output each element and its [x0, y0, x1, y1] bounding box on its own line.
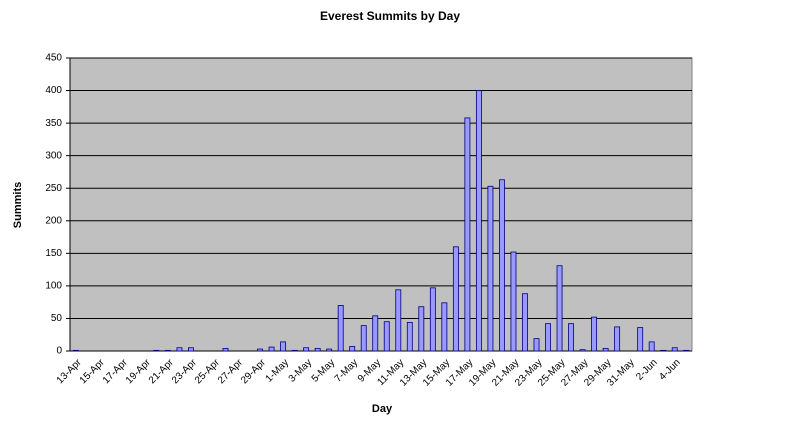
bar	[499, 179, 505, 352]
y-tick-label: 450	[45, 53, 62, 64]
bar	[72, 349, 79, 352]
bar	[372, 315, 379, 352]
bar	[510, 251, 517, 352]
y-tick-label: 100	[45, 281, 62, 292]
bar	[556, 265, 563, 352]
bar	[383, 321, 390, 352]
x-axis-title: Day	[372, 403, 393, 415]
bar	[602, 347, 609, 352]
bar	[337, 305, 344, 352]
bar	[441, 302, 448, 352]
bar	[637, 327, 644, 352]
x-tick-label: 1-May	[264, 357, 291, 384]
bar	[418, 306, 425, 352]
bar	[591, 316, 598, 352]
y-tick-label: 300	[45, 150, 62, 161]
plot-area	[69, 57, 693, 352]
y-tick-label: 400	[45, 85, 62, 96]
bar	[533, 338, 540, 352]
y-tick-label: 350	[45, 118, 62, 129]
y-tick-label: 50	[51, 313, 63, 324]
bar	[579, 349, 586, 352]
bar	[291, 349, 298, 352]
bar	[360, 325, 367, 352]
bar	[257, 348, 263, 352]
y-tick-label: 150	[45, 248, 62, 259]
bar	[545, 323, 551, 352]
bar	[153, 349, 160, 352]
x-tick-label: 2-Jun	[634, 357, 659, 382]
x-tick-label: 5-May	[310, 357, 337, 384]
y-axis-title: Summits	[12, 182, 24, 228]
bar	[648, 341, 655, 352]
bar	[452, 246, 459, 352]
x-tick-label: 3-May	[287, 357, 314, 384]
bar	[326, 348, 333, 352]
bar	[660, 349, 667, 352]
bar	[429, 287, 436, 352]
bar	[614, 326, 621, 352]
bar	[188, 347, 194, 352]
bar	[314, 347, 321, 352]
bar	[303, 347, 310, 352]
x-tick-label: 7-May	[333, 357, 360, 384]
bar	[568, 323, 574, 352]
x-tick-label: 29-Apr	[239, 357, 268, 386]
bar	[522, 293, 528, 352]
y-tick-label: 250	[45, 183, 62, 194]
x-tick-label: 4-Jun	[657, 357, 682, 382]
bar	[280, 341, 287, 352]
bar	[464, 117, 471, 352]
bar	[268, 346, 275, 352]
bar	[671, 347, 678, 352]
bar	[406, 321, 413, 352]
bar	[395, 289, 402, 352]
bar	[349, 346, 356, 352]
y-tick-label: 0	[56, 346, 62, 357]
chart-title: Everest Summits by Day	[320, 9, 460, 23]
bar	[164, 349, 171, 352]
bar	[475, 90, 482, 352]
y-tick-label: 200	[45, 215, 62, 226]
bar	[683, 349, 690, 352]
bar	[176, 347, 183, 352]
bar	[487, 185, 494, 352]
bar	[222, 347, 229, 352]
